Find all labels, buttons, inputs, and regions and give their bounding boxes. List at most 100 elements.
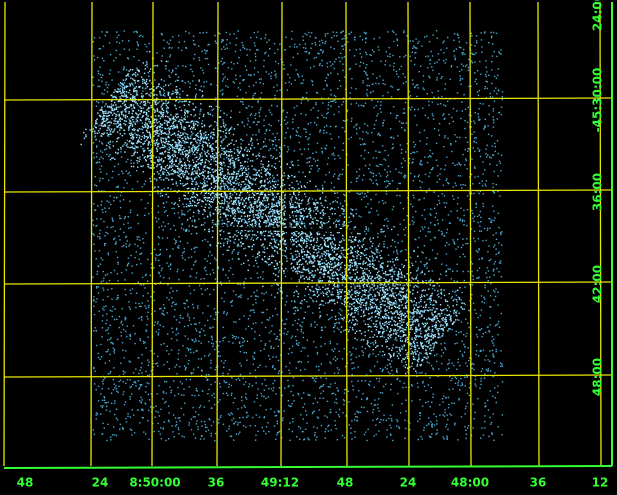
event-dot (390, 86, 391, 87)
event-dot (424, 209, 425, 210)
event-dot (191, 419, 192, 420)
event-dot (232, 251, 233, 252)
event-dot (171, 305, 172, 306)
event-dot (465, 430, 466, 431)
event-dot (396, 379, 397, 380)
event-dot (116, 197, 117, 198)
event-dot (432, 304, 433, 305)
event-dot (387, 175, 388, 176)
event-dot (460, 84, 461, 85)
event-dot (392, 30, 393, 31)
event-dot (327, 66, 328, 67)
event-dot (96, 146, 97, 147)
event-dot (449, 123, 450, 124)
event-dot (277, 226, 278, 227)
event-dot (110, 439, 111, 440)
event-dot (130, 209, 131, 210)
event-dot (186, 204, 187, 205)
event-dot (264, 206, 265, 207)
event-dot (454, 299, 455, 300)
event-dot (244, 405, 245, 406)
event-dot (335, 356, 336, 357)
event-dot (173, 225, 174, 226)
event-dot (400, 202, 401, 203)
event-dot (210, 360, 211, 361)
event-dot (326, 222, 327, 223)
event-dot (202, 240, 203, 241)
event-dot (177, 247, 178, 248)
event-dot (102, 158, 103, 159)
event-dot (116, 299, 117, 300)
event-dot (317, 416, 318, 417)
event-dot (430, 436, 431, 437)
event-dot (420, 161, 421, 162)
event-dot (222, 220, 223, 221)
event-dot (464, 54, 465, 55)
event-dot (106, 406, 107, 407)
event-dot (212, 269, 213, 270)
event-dot (119, 428, 120, 429)
event-dot (189, 320, 190, 321)
event-dot (154, 79, 155, 80)
event-dot (493, 299, 494, 300)
event-dot (104, 377, 105, 378)
event-dot (363, 407, 364, 408)
event-dot (302, 263, 303, 264)
event-dot (320, 293, 321, 294)
event-dot (332, 202, 333, 203)
event-dot (98, 292, 99, 293)
event-dot (109, 154, 110, 155)
event-dot (201, 421, 202, 422)
event-dot (275, 181, 276, 182)
event-dot (103, 271, 104, 272)
event-dot (221, 238, 222, 239)
event-dot (414, 152, 415, 153)
event-dot (142, 410, 143, 411)
event-dot (481, 231, 482, 232)
event-dot (320, 377, 321, 378)
event-dot (132, 272, 133, 273)
event-dot (311, 298, 312, 299)
event-dot (153, 291, 154, 292)
event-dot (108, 333, 109, 334)
event-dot (139, 422, 140, 423)
event-dot (343, 213, 344, 214)
event-dot (108, 327, 109, 328)
event-dot (260, 393, 261, 394)
event-dot (435, 317, 436, 318)
event-dot (328, 104, 329, 105)
event-dot (176, 303, 177, 304)
event-dot (274, 380, 275, 381)
event-dot (414, 146, 415, 147)
event-dot (382, 83, 383, 84)
event-dot (229, 369, 230, 370)
event-dot (463, 334, 464, 335)
event-dot (145, 180, 146, 181)
event-dot (246, 107, 247, 108)
event-dot (271, 158, 272, 159)
event-dot (380, 392, 381, 393)
event-dot (390, 415, 391, 416)
event-dot (413, 305, 414, 306)
event-dot (488, 409, 489, 410)
event-dot (141, 128, 142, 129)
event-dot (376, 175, 377, 176)
event-dot (163, 326, 164, 327)
event-dot (370, 343, 371, 344)
event-dot (493, 119, 494, 120)
event-dot (401, 149, 402, 150)
event-dot (460, 351, 461, 352)
event-dot (184, 403, 185, 404)
event-dot (140, 263, 141, 264)
event-dot (425, 174, 426, 175)
event-dot (255, 370, 256, 371)
event-dot (226, 430, 227, 431)
event-dot (495, 146, 496, 147)
event-dot (339, 351, 340, 352)
event-dot (425, 264, 426, 265)
event-dot (467, 243, 468, 244)
event-dot (164, 212, 165, 213)
event-dot (465, 66, 466, 67)
event-dot (424, 36, 425, 37)
event-dot (445, 245, 446, 246)
